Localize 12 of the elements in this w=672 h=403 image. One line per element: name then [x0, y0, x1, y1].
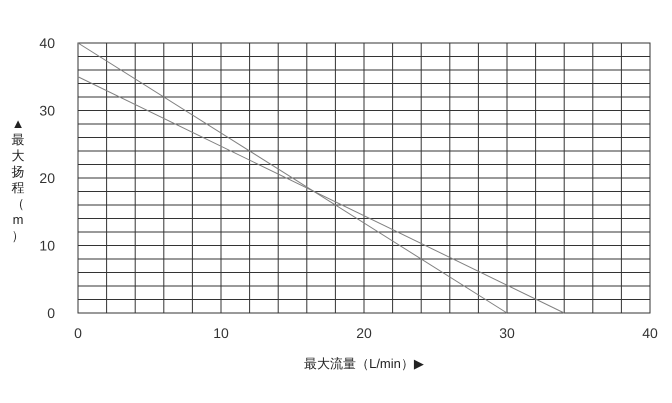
y-tick-label: 40 [39, 35, 56, 51]
y-axis-title: ▲最大扬程（m） [12, 116, 24, 243]
y-tick-label: 10 [39, 238, 56, 254]
x-axis-title: 最大流量（L/min）▶ [304, 356, 424, 371]
y-tick-label: 30 [39, 102, 56, 118]
y-tick-label: 20 [39, 170, 56, 186]
y-tick-label: 0 [47, 305, 56, 321]
x-tick-label: 20 [356, 325, 372, 341]
x-tick-label: 30 [499, 325, 515, 341]
x-tick-label: 0 [74, 325, 82, 341]
x-tick-label: 40 [642, 325, 658, 341]
x-tick-label: 10 [213, 325, 229, 341]
